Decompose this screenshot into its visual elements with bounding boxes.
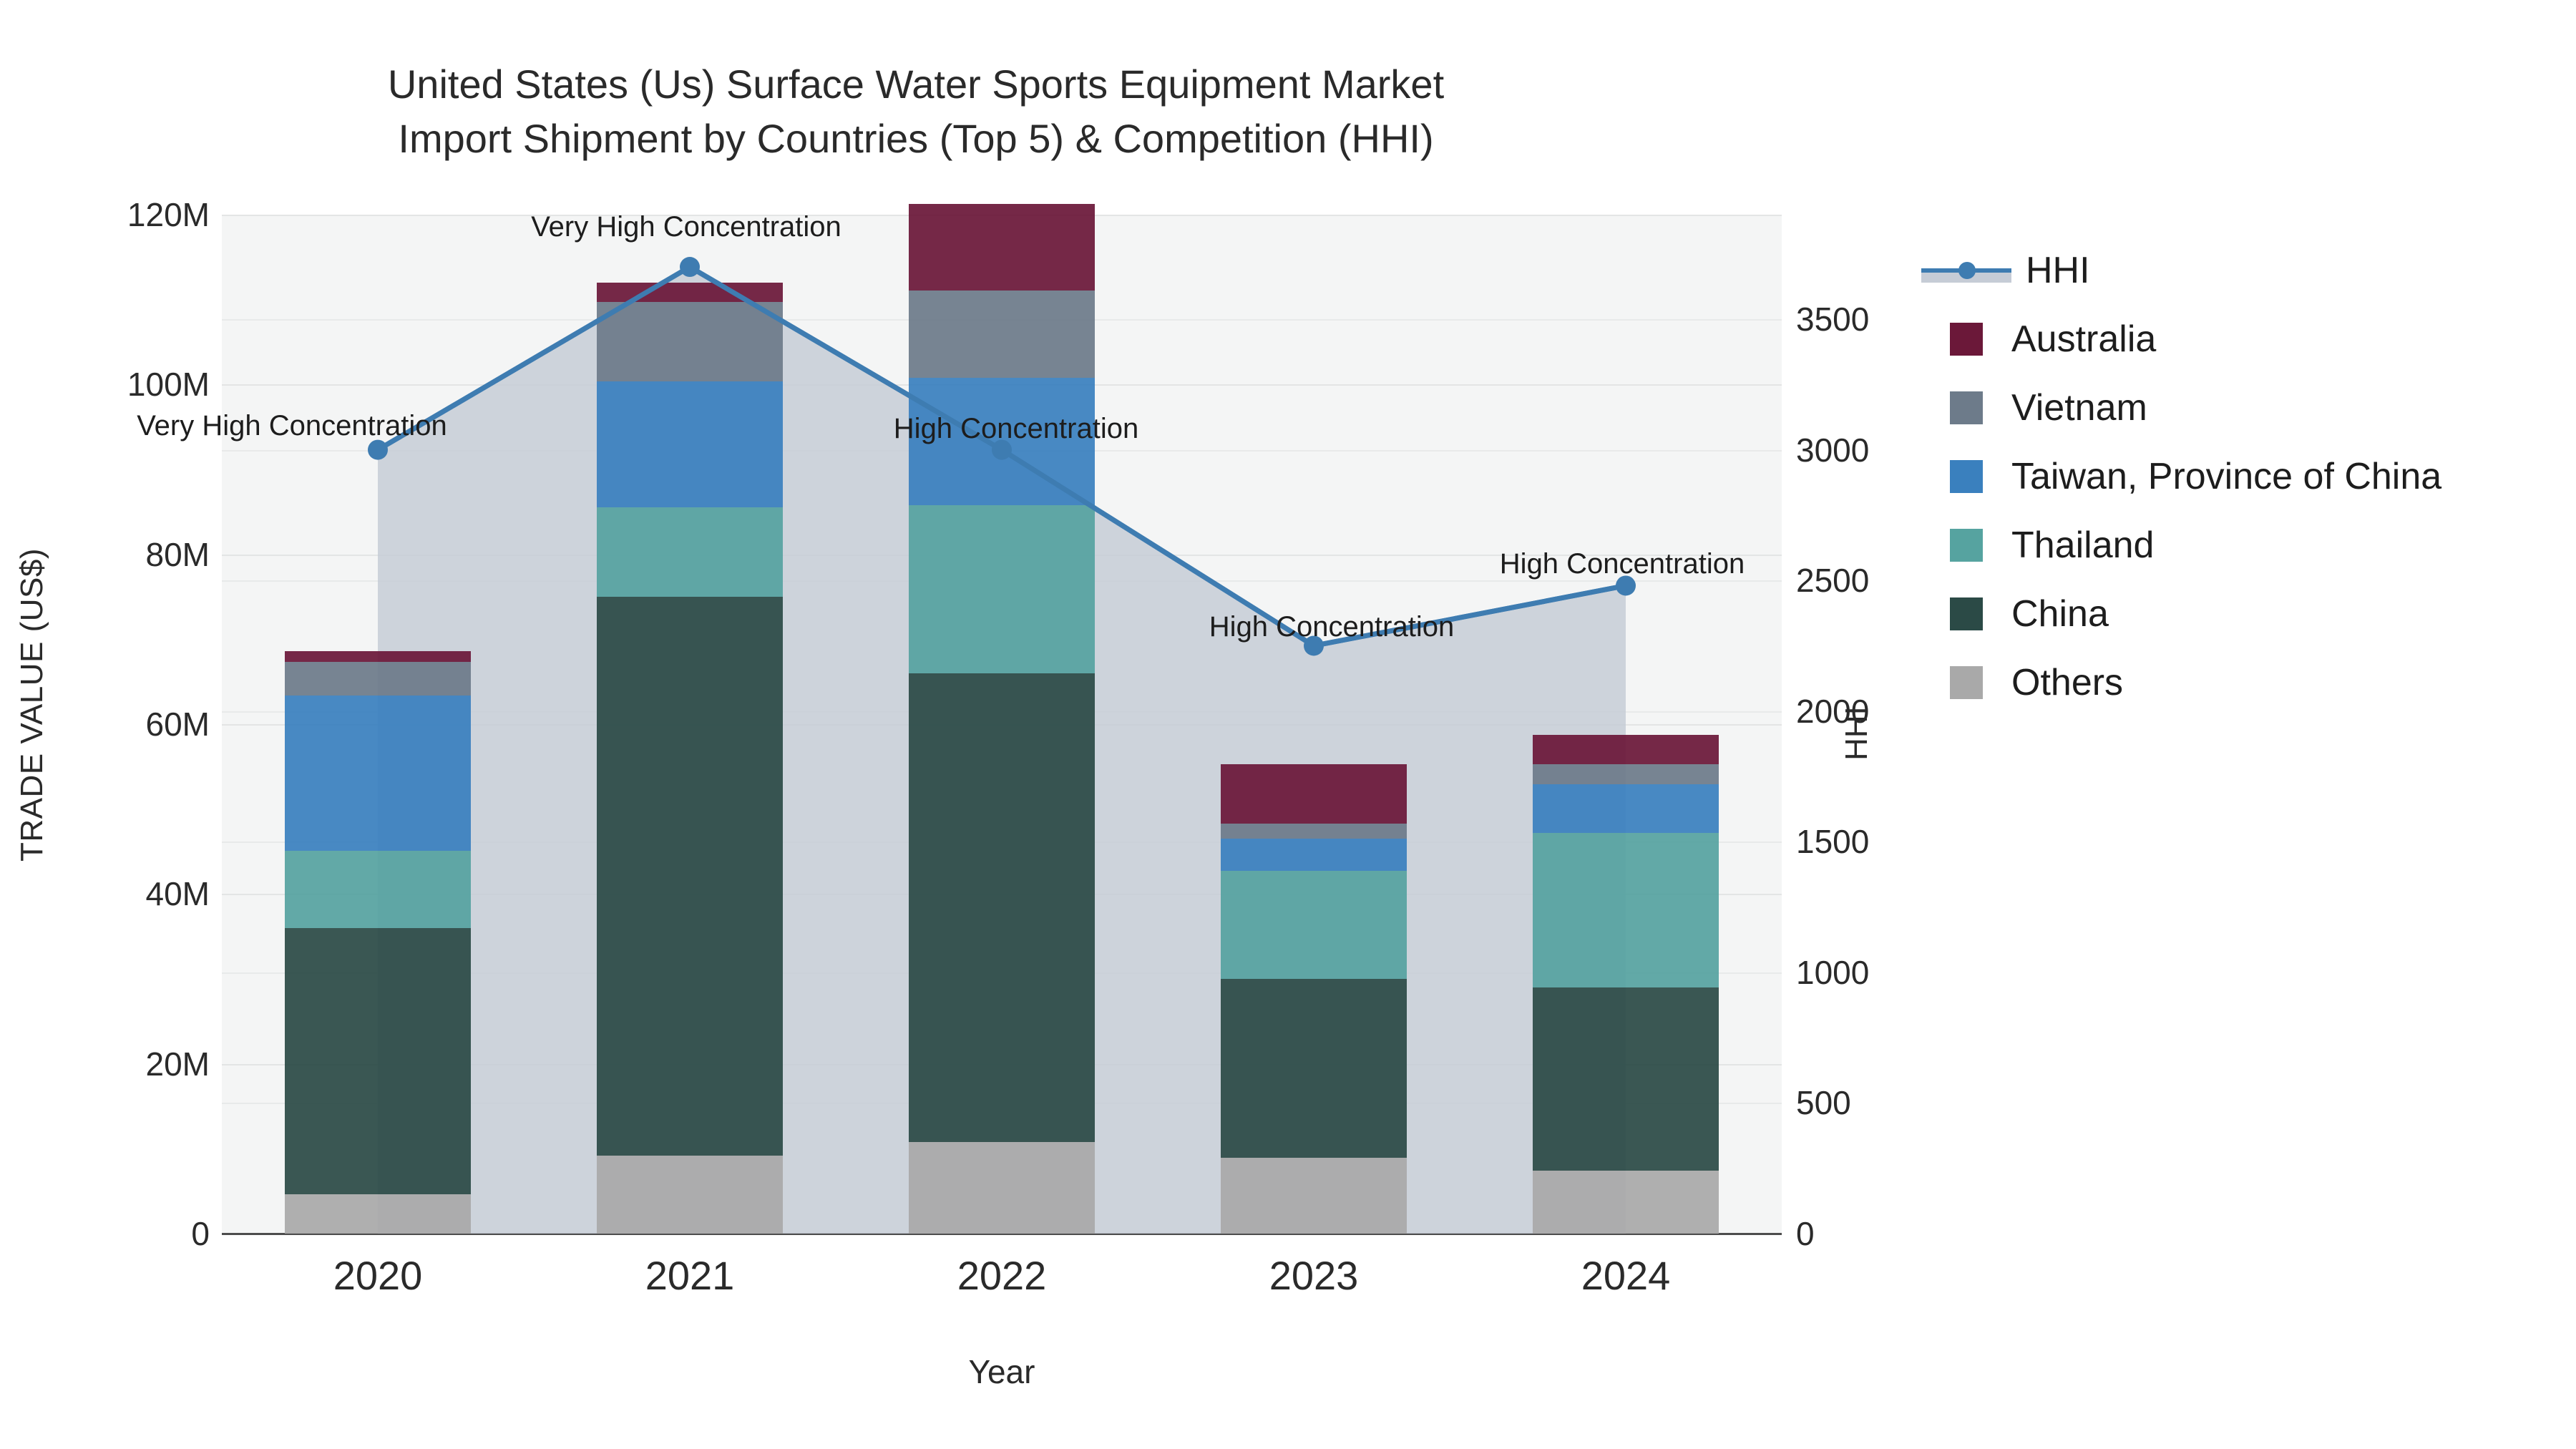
y-axis-left-tick-label: 20M	[145, 1045, 210, 1083]
hhi-annotation: High Concentration	[1499, 548, 1745, 580]
legend-item-label: Taiwan, Province of China	[2011, 456, 2442, 497]
legend-color-swatch	[1950, 460, 1983, 493]
y-axis-left-title: TRADE VALUE (US$)	[14, 548, 49, 862]
legend-item-vietnam[interactable]: Vietnam	[1950, 374, 2565, 442]
bar-segment[interactable]	[285, 927, 471, 1195]
y-axis-left-ticks: 0 20M 40M 60M 80M 100M 120M	[0, 0, 211, 1449]
bar-segment[interactable]	[909, 290, 1095, 378]
legend-item-others[interactable]: Others	[1950, 648, 2565, 717]
chart-title-line-2: Import Shipment by Countries (Top 5) & C…	[398, 116, 1434, 161]
legend-line-marker-icon	[1921, 254, 2011, 287]
y-axis-left-tick-label: 40M	[145, 875, 210, 913]
bar-segment[interactable]	[1533, 784, 1719, 833]
legend-item-label: Thailand	[2011, 525, 2155, 566]
x-axis-tick-label: 2023	[1269, 1253, 1359, 1298]
bar-segment[interactable]	[1221, 763, 1407, 824]
y-axis-right-tick-label: 1000	[1796, 953, 1870, 991]
legend-color-swatch	[1950, 666, 1983, 699]
y-axis-right-tick-label: 0	[1796, 1215, 1815, 1252]
legend-color-swatch	[1950, 597, 1983, 630]
bar-stack-2022[interactable]	[909, 0, 1095, 1234]
bar-segment[interactable]	[909, 1141, 1095, 1234]
bar-segment[interactable]	[285, 850, 471, 928]
x-axis-title: Year	[968, 1353, 1035, 1390]
hhi-data-point[interactable]	[1616, 575, 1636, 596]
bar-segment[interactable]	[285, 695, 471, 851]
x-axis-line	[222, 1233, 1782, 1235]
y-axis-right-tick-label: 500	[1796, 1084, 1851, 1122]
hhi-markers-overlay	[368, 257, 1636, 656]
x-axis-tick-label: 2022	[957, 1253, 1047, 1298]
y-axis-left-tick-label: 100M	[127, 366, 210, 404]
bar-segment[interactable]	[1533, 763, 1719, 785]
chart-legend: HHI Australia Vietnam Taiwan, Province of C…	[1921, 236, 2565, 717]
bar-segment[interactable]	[1221, 823, 1407, 839]
legend-item-label: China	[2011, 593, 2109, 635]
hhi-data-point[interactable]	[1304, 635, 1324, 656]
bar-stack-2021[interactable]	[597, 0, 783, 1234]
bar-segment[interactable]	[285, 650, 471, 663]
legend-item-australia[interactable]: Australia	[1950, 305, 2565, 374]
bar-segment[interactable]	[1221, 1158, 1407, 1234]
bar-segment[interactable]	[597, 597, 783, 1156]
legend-item-thailand[interactable]: Thailand	[1950, 511, 2565, 580]
bar-segment[interactable]	[909, 203, 1095, 291]
legend-item-label: HHI	[2026, 250, 2090, 291]
y-axis-left-tick-label: 60M	[145, 706, 210, 743]
y-axis-right-tick-label: 3000	[1796, 431, 1870, 469]
bar-segment[interactable]	[597, 1155, 783, 1234]
bar-segment[interactable]	[1533, 987, 1719, 1171]
hhi-data-point[interactable]	[992, 439, 1012, 460]
chart-title-line-1: United States (Us) Surface Water Sports …	[387, 62, 1445, 107]
x-axis-tick-label: 2020	[333, 1253, 423, 1298]
bar-segment[interactable]	[1221, 979, 1407, 1158]
legend-item-label: Vietnam	[2011, 387, 2147, 429]
legend-item-label: Others	[2011, 662, 2124, 703]
hhi-data-point[interactable]	[368, 439, 388, 460]
bar-segment[interactable]	[909, 673, 1095, 1142]
bar-stack-2020[interactable]	[285, 0, 471, 1234]
hhi-annotation: High Concentration	[1209, 611, 1455, 643]
hhi-annotation: Very High Concentration	[137, 409, 447, 441]
y-axis-right-tick-label: 1500	[1796, 823, 1870, 861]
bar-segment[interactable]	[285, 662, 471, 696]
x-axis-tick-label: 2021	[645, 1253, 735, 1298]
hhi-annotation: Very High Concentration	[531, 211, 841, 243]
y-axis-right-title: HHI	[1839, 706, 1874, 761]
bar-segment[interactable]	[597, 507, 783, 597]
y-axis-right-tick-label: 3500	[1796, 301, 1870, 338]
legend-dot	[1958, 262, 1976, 279]
bar-segment[interactable]	[1533, 735, 1719, 764]
legend-item-hhi[interactable]: HHI	[1921, 236, 2565, 305]
bar-segment[interactable]	[597, 282, 783, 303]
y-axis-left-tick-label: 120M	[127, 196, 210, 233]
bar-segment[interactable]	[597, 381, 783, 508]
x-axis-tick-label: 2024	[1581, 1253, 1671, 1298]
bar-segment[interactable]	[597, 302, 783, 381]
legend-color-swatch	[1950, 323, 1983, 356]
legend-item-china[interactable]: China	[1950, 580, 2565, 648]
bar-segment[interactable]	[1221, 839, 1407, 872]
bar-segment[interactable]	[1533, 832, 1719, 987]
chart-title: United States (Us) Surface Water Sports …	[0, 57, 1832, 166]
hhi-data-point[interactable]	[680, 257, 700, 278]
bar-segment[interactable]	[285, 1194, 471, 1234]
hhi-annotation: High Concentration	[893, 412, 1139, 444]
bar-segment[interactable]	[909, 504, 1095, 673]
y-axis-right-tick-label: 2000	[1796, 692, 1870, 730]
bar-segment[interactable]	[1221, 871, 1407, 979]
legend-color-swatch	[1950, 391, 1983, 424]
bar-stack-2024[interactable]	[1533, 0, 1719, 1234]
legend-color-swatch	[1950, 529, 1983, 562]
bar-stack-2023[interactable]	[1221, 0, 1407, 1234]
bar-segment[interactable]	[1533, 1171, 1719, 1234]
y-axis-right-tick-label: 2500	[1796, 562, 1870, 600]
legend-item-label: Australia	[2011, 318, 2157, 360]
y-axis-left-tick-label: 80M	[145, 535, 210, 573]
y-axis-left-tick-label: 0	[191, 1215, 210, 1252]
y-axis-right-ticks: 0 500 1000 1500 2000 2500 3000 3500	[1796, 0, 2011, 1449]
legend-item-taiwan-province-of-china[interactable]: Taiwan, Province of China	[1950, 442, 2565, 511]
